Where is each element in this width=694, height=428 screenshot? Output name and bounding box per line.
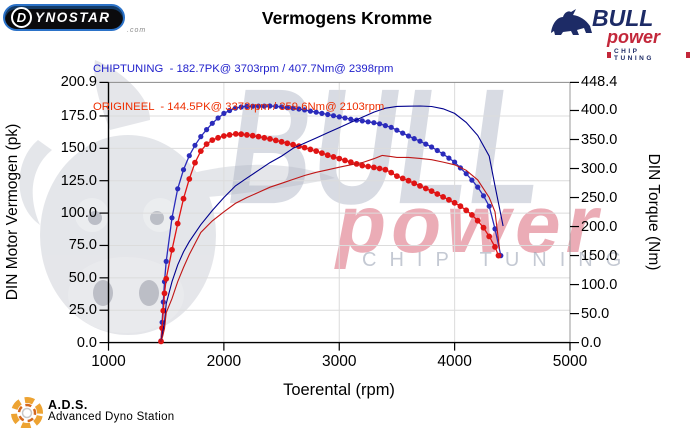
dynostar-com-text: .com [127,27,147,34]
right-tick-label: 0.0 [581,334,602,351]
chip-tuning-logo-text: CHIP TUNING [613,48,654,62]
right-tick-label: 100.0 [581,276,618,293]
dynostar-logo: D YNOSTAR [3,4,125,31]
left-tick-label: 25.0 [68,302,97,319]
red-square-icon [686,52,690,58]
y-axis-left-title: DIN Motor Vermogen (pk) [4,123,21,301]
legend-chiptuning: CHIPTUNING - 182.7PK@ 3703rpm / 407.7Nm@… [93,63,394,75]
right-tick-label: 400.0 [581,102,618,119]
x-tick-label: 5000 [552,353,588,370]
y-axis-right-title: DIN Torque (Nm) [645,153,662,271]
ads-subtitle: Advanced Dyno Station [48,411,175,423]
right-tick-label: 448.4 [581,74,618,91]
left-tick-label: 125.0 [60,172,97,189]
ads-title: A.D.S. [48,398,88,412]
right-tick-label: 300.0 [581,160,618,177]
left-tick-label: 200.9 [60,74,97,91]
bull-silhouette-icon [551,9,592,35]
legend-origineel: ORIGINEEL - 144.5PK@ 3373rpm / 359.6Nm@ … [93,100,385,113]
x-tick-label: 2000 [206,353,242,370]
x-tick-label: 3000 [322,353,357,370]
left-tick-label: 75.0 [68,237,97,254]
page-title: Vermogens Kromme [261,8,433,28]
left-tick-label: 50.0 [68,269,97,286]
legend: CHIPTUNING - 182.7PK@ 3703rpm / 407.7Nm@… [93,38,393,138]
dynostar-logo-text: YNOSTAR [35,10,111,25]
right-tick-label: 50.0 [581,305,610,322]
x-axis-title: Toerental (rpm) [283,381,395,399]
left-tick-label: 0.0 [76,334,97,351]
right-tick-label: 350.0 [581,131,618,148]
right-tick-label: 250.0 [581,189,618,206]
chip-tuning-row: CHIP TUNING [607,48,690,62]
power-logo-text: power [607,27,661,47]
right-tick-label: 150.0 [581,247,618,264]
x-tick-label: 1000 [91,353,126,370]
left-tick-label: 150.0 [60,140,97,157]
red-square-icon [607,52,611,58]
bullpower-logo: BULL power CHIP TUNING [548,3,690,62]
bull-logo-text: BULL [592,5,654,31]
dynostar-d-icon: D [11,7,32,28]
left-tick-label: 100.0 [60,205,97,222]
right-tick-label: 200.0 [581,218,618,235]
left-tick-label: 175.0 [60,107,97,124]
x-tick-label: 4000 [437,353,472,370]
